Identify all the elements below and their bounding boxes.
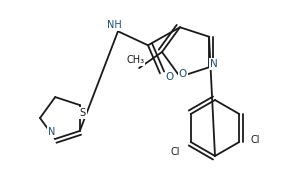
Text: O: O bbox=[179, 69, 187, 79]
Text: NH: NH bbox=[107, 20, 121, 30]
Text: N: N bbox=[210, 59, 218, 69]
Text: Cl: Cl bbox=[170, 147, 180, 157]
Text: Cl: Cl bbox=[251, 135, 260, 145]
Text: CH₃: CH₃ bbox=[126, 55, 144, 65]
Text: O: O bbox=[166, 72, 174, 82]
Text: S: S bbox=[80, 108, 86, 118]
Text: N: N bbox=[48, 127, 55, 137]
